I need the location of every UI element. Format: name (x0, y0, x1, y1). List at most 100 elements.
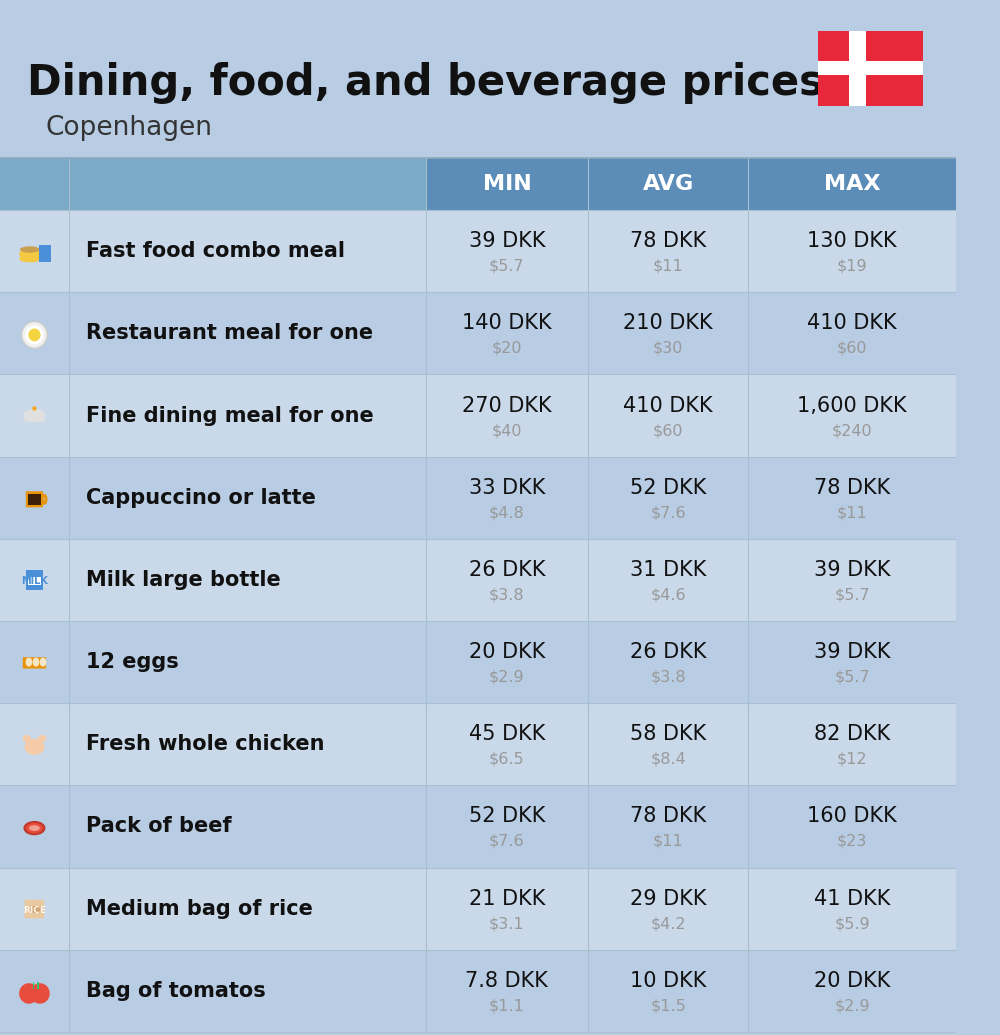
FancyBboxPatch shape (0, 786, 956, 867)
Text: Fine dining meal for one: Fine dining meal for one (86, 406, 374, 425)
Text: $3.1: $3.1 (489, 916, 525, 932)
Text: 21 DKK: 21 DKK (469, 889, 545, 909)
Ellipse shape (29, 825, 40, 831)
Text: $5.7: $5.7 (489, 259, 525, 273)
FancyBboxPatch shape (0, 621, 956, 703)
Text: 78 DKK: 78 DKK (630, 231, 706, 252)
FancyBboxPatch shape (25, 899, 44, 918)
Text: $4.6: $4.6 (650, 588, 686, 602)
FancyBboxPatch shape (26, 569, 43, 590)
Text: MIN: MIN (483, 174, 531, 194)
FancyBboxPatch shape (0, 539, 956, 621)
FancyBboxPatch shape (0, 292, 956, 375)
Text: $4.8: $4.8 (489, 505, 525, 521)
Text: 160 DKK: 160 DKK (807, 806, 897, 827)
Ellipse shape (19, 256, 41, 262)
Text: RICE: RICE (23, 906, 46, 915)
Text: Pack of beef: Pack of beef (86, 817, 232, 836)
FancyBboxPatch shape (28, 494, 41, 505)
FancyBboxPatch shape (26, 492, 43, 507)
FancyBboxPatch shape (0, 950, 956, 1032)
Text: 52 DKK: 52 DKK (630, 478, 706, 498)
Text: 7.8 DKK: 7.8 DKK (465, 971, 548, 990)
Text: $1.1: $1.1 (489, 999, 525, 1013)
Text: Restaurant meal for one: Restaurant meal for one (86, 323, 373, 344)
Text: 78 DKK: 78 DKK (630, 806, 706, 827)
Circle shape (22, 322, 47, 349)
Text: MAX: MAX (824, 174, 880, 194)
Ellipse shape (33, 657, 39, 667)
Ellipse shape (26, 823, 43, 833)
FancyBboxPatch shape (0, 375, 956, 456)
Ellipse shape (23, 409, 45, 422)
Text: $8.4: $8.4 (650, 751, 686, 767)
Ellipse shape (20, 246, 40, 253)
Text: 33 DKK: 33 DKK (469, 478, 545, 498)
FancyBboxPatch shape (0, 158, 956, 210)
FancyBboxPatch shape (39, 244, 51, 262)
Text: $11: $11 (837, 505, 868, 521)
Ellipse shape (26, 657, 32, 667)
Text: $7.6: $7.6 (489, 834, 525, 849)
Text: $3.8: $3.8 (650, 670, 686, 684)
Circle shape (32, 406, 37, 411)
Text: $40: $40 (492, 423, 522, 438)
Text: $60: $60 (653, 423, 683, 438)
Text: 39 DKK: 39 DKK (814, 560, 890, 580)
Text: $23: $23 (837, 834, 867, 849)
Circle shape (30, 983, 50, 1004)
Ellipse shape (38, 735, 46, 742)
Text: $19: $19 (837, 259, 867, 273)
Text: 39 DKK: 39 DKK (814, 642, 890, 662)
Text: MILK: MILK (21, 576, 48, 587)
Ellipse shape (24, 739, 44, 755)
FancyBboxPatch shape (818, 30, 923, 106)
FancyBboxPatch shape (0, 867, 956, 950)
Text: 410 DKK: 410 DKK (623, 395, 713, 415)
FancyBboxPatch shape (0, 456, 956, 539)
Ellipse shape (26, 333, 43, 336)
FancyBboxPatch shape (23, 657, 46, 669)
Text: $3.8: $3.8 (489, 588, 525, 602)
Text: $12: $12 (837, 751, 867, 767)
Text: 31 DKK: 31 DKK (630, 560, 706, 580)
Text: $60: $60 (837, 341, 867, 356)
Text: $2.9: $2.9 (834, 999, 870, 1013)
Text: 10 DKK: 10 DKK (630, 971, 706, 990)
Text: 26 DKK: 26 DKK (630, 642, 706, 662)
Text: 52 DKK: 52 DKK (469, 806, 545, 827)
Text: 410 DKK: 410 DKK (807, 314, 897, 333)
Text: Cappuccino or latte: Cappuccino or latte (86, 487, 316, 508)
FancyBboxPatch shape (0, 158, 426, 210)
Circle shape (28, 328, 41, 342)
Text: AVG: AVG (642, 174, 694, 194)
Text: Milk large bottle: Milk large bottle (86, 570, 281, 590)
Text: $30: $30 (653, 341, 683, 356)
Text: 20 DKK: 20 DKK (814, 971, 890, 990)
Ellipse shape (23, 418, 46, 422)
Text: $2.9: $2.9 (489, 670, 525, 684)
Ellipse shape (19, 248, 41, 260)
Text: 78 DKK: 78 DKK (814, 478, 890, 498)
Circle shape (19, 983, 39, 1004)
Text: Medium bag of rice: Medium bag of rice (86, 898, 313, 919)
Text: $1.5: $1.5 (650, 999, 686, 1013)
Text: Fresh whole chicken: Fresh whole chicken (86, 734, 325, 755)
Ellipse shape (22, 735, 31, 742)
Text: 210 DKK: 210 DKK (623, 314, 713, 333)
Text: 20 DKK: 20 DKK (469, 642, 545, 662)
Text: $4.2: $4.2 (650, 916, 686, 932)
Text: Copenhagen: Copenhagen (46, 115, 213, 141)
Text: 26 DKK: 26 DKK (469, 560, 545, 580)
FancyBboxPatch shape (818, 61, 923, 75)
Text: $5.7: $5.7 (834, 670, 870, 684)
Text: 45 DKK: 45 DKK (469, 724, 545, 744)
Text: 130 DKK: 130 DKK (807, 231, 897, 252)
FancyBboxPatch shape (37, 982, 39, 989)
FancyBboxPatch shape (0, 210, 956, 292)
FancyBboxPatch shape (849, 30, 866, 106)
Circle shape (25, 325, 44, 345)
Text: $20: $20 (492, 341, 522, 356)
Text: 82 DKK: 82 DKK (814, 724, 890, 744)
Text: Bag of tomatos: Bag of tomatos (86, 981, 266, 1001)
